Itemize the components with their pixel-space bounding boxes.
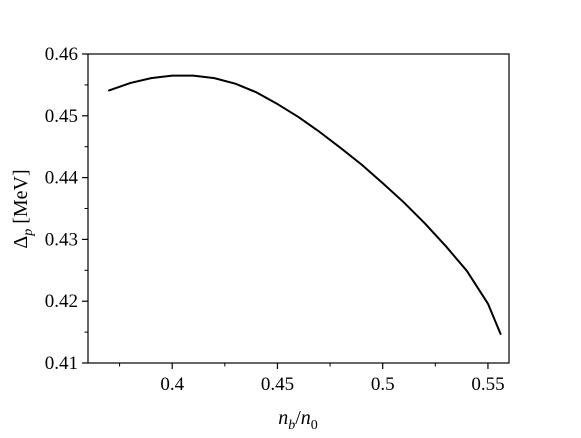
x-axis-label: nb/n0 — [278, 407, 318, 433]
x-tick-label: 0.55 — [471, 374, 504, 395]
y-tick-label: 0.46 — [45, 44, 78, 65]
y-tick-label: 0.41 — [45, 353, 78, 374]
x-tick-label: 0.4 — [160, 374, 184, 395]
series-line — [108, 74, 502, 335]
x-tick-label: 0.5 — [371, 374, 395, 395]
series-layer — [108, 74, 502, 335]
y-axis-label: Δp [MeV] — [10, 169, 36, 248]
y-axis-ticks: 0.41 0.42 0.43 0.44 0.45 0.46 — [45, 44, 88, 374]
x-tick-label: 0.45 — [261, 374, 294, 395]
y-tick-label: 0.42 — [45, 291, 78, 312]
y-tick-label: 0.43 — [45, 229, 78, 250]
y-tick-label: 0.45 — [45, 106, 78, 127]
plot-frame — [87, 53, 510, 364]
x-axis-ticks: 0.4 0.45 0.5 0.55 — [119, 363, 505, 395]
y-tick-label: 0.44 — [45, 168, 79, 189]
